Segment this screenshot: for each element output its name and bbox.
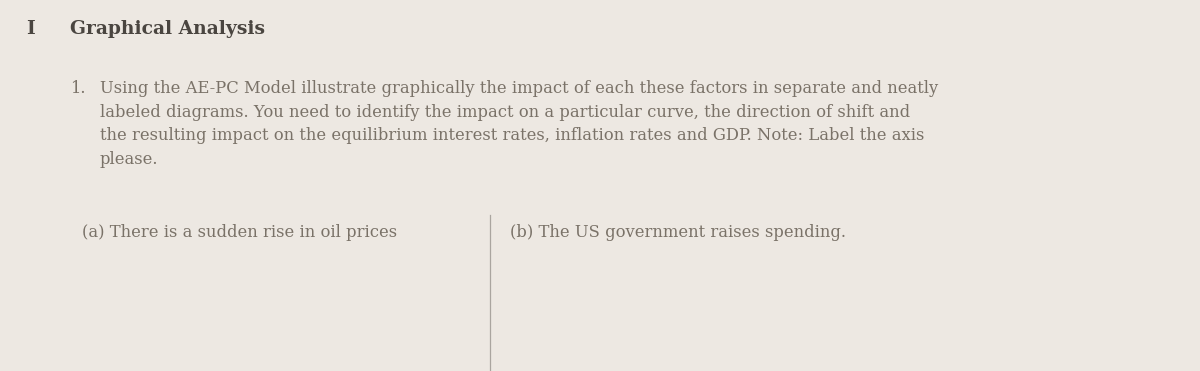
Text: I: I	[26, 20, 35, 39]
Text: (b) The US government raises spending.: (b) The US government raises spending.	[510, 224, 846, 242]
Text: 1.: 1.	[70, 80, 85, 97]
Text: Graphical Analysis: Graphical Analysis	[70, 20, 265, 39]
Text: (a) There is a sudden rise in oil prices: (a) There is a sudden rise in oil prices	[82, 224, 397, 242]
Text: Using the AE-PC Model illustrate graphically the impact of each these factors in: Using the AE-PC Model illustrate graphic…	[100, 80, 938, 168]
